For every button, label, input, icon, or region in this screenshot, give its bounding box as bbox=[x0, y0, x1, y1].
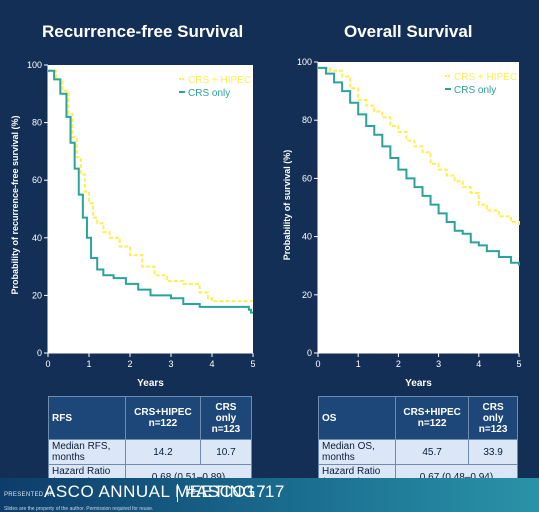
os-table-header-crs: CRS only n=123 bbox=[468, 396, 518, 440]
rfs-table-row-label: Median RFS, months bbox=[48, 439, 126, 465]
rfs-x-tick-label: 3 bbox=[168, 359, 173, 369]
footer-fineprint: Slides are the property of the author. P… bbox=[4, 506, 154, 512]
os-table-header-hipec: CRS+HIPEC n=122 bbox=[394, 396, 470, 440]
rfs-x-tick-label: 5 bbox=[250, 359, 255, 369]
os-y-tick-label: 60 bbox=[302, 173, 312, 183]
os-series-line-crs-hipec bbox=[318, 66, 520, 225]
os-y-tick-label: 0 bbox=[307, 348, 312, 358]
os-x-tick-label: 1 bbox=[356, 359, 361, 369]
rfs-x-tick-label: 2 bbox=[127, 359, 132, 369]
rfs-y-tick-label: 100 bbox=[27, 60, 42, 70]
rfs-table-header-hipec: CRS+HIPEC n=122 bbox=[125, 396, 201, 440]
rfs-legend-label: CRS only bbox=[188, 88, 230, 99]
footer-band bbox=[0, 478, 539, 512]
presented-at-label: PRESENTED AT: bbox=[4, 492, 55, 498]
os-y-tick-label: 100 bbox=[297, 57, 312, 67]
rfs-y-tick-label: 0 bbox=[37, 348, 42, 358]
rfs-table: RFS CRS+HIPEC n=122 CRS only n=123 Media… bbox=[48, 396, 253, 490]
rfs-x-tick-label: 4 bbox=[209, 359, 214, 369]
footer-separator bbox=[177, 484, 178, 502]
rfs-series-line-crs-hipec bbox=[48, 69, 253, 303]
os-x-axis-label: Years bbox=[405, 378, 432, 389]
rfs-x-tick-label: 0 bbox=[45, 359, 50, 369]
os-x-tick-label: 5 bbox=[516, 359, 521, 369]
os-table-cell: 45.7 bbox=[394, 439, 470, 465]
rfs-table-cell: 14.2 bbox=[125, 439, 201, 465]
rfs-table-header-crs: CRS only n=123 bbox=[199, 396, 253, 440]
meeting-name: ASCO ANNUAL MEETING '17 bbox=[44, 482, 285, 501]
os-legend-label: CRS + HIPEC bbox=[454, 72, 517, 83]
os-y-tick-label: 40 bbox=[302, 232, 312, 242]
os-table: OS CRS+HIPEC n=122 CRS only n=123 Median… bbox=[318, 396, 518, 490]
os-series-line-crs-only bbox=[318, 66, 520, 266]
rfs-y-axis-label: Probability of recurrence-free survival … bbox=[10, 115, 20, 294]
rfs-plot-area bbox=[48, 65, 253, 353]
rfs-series-line-crs-only bbox=[48, 69, 253, 314]
rfs-legend-label: CRS + HIPEC bbox=[188, 75, 251, 86]
rfs-y-tick-label: 60 bbox=[32, 175, 42, 185]
os-chart-title: Overall Survival bbox=[344, 22, 473, 41]
os-x-tick-label: 0 bbox=[315, 359, 320, 369]
rfs-x-tick-label: 1 bbox=[86, 359, 91, 369]
os-table-row-label: Median OS, months bbox=[318, 439, 396, 465]
os-legend-label: CRS only bbox=[454, 85, 496, 96]
rfs-table-cell: 10.7 bbox=[199, 439, 253, 465]
os-y-axis-label: Probability of survival (%) bbox=[282, 150, 292, 261]
rfs-chart-title: Recurrence-free Survival bbox=[42, 22, 244, 41]
os-x-tick-label: 4 bbox=[476, 359, 481, 369]
rfs-y-tick-label: 40 bbox=[32, 233, 42, 243]
rfs-x-axis-label: Years bbox=[137, 378, 164, 389]
os-table-cell: 33.9 bbox=[468, 439, 518, 465]
rfs-y-tick-label: 80 bbox=[32, 118, 42, 128]
os-y-tick-label: 20 bbox=[302, 290, 312, 300]
meeting-hashtag: #ASCO17 bbox=[186, 482, 267, 501]
os-table-header-label: OS bbox=[318, 396, 396, 440]
os-x-tick-label: 3 bbox=[436, 359, 441, 369]
os-plot-area bbox=[318, 62, 519, 353]
rfs-table-header-label: RFS bbox=[48, 396, 126, 440]
os-y-tick-label: 80 bbox=[302, 115, 312, 125]
os-x-tick-label: 2 bbox=[396, 359, 401, 369]
rfs-y-tick-label: 20 bbox=[32, 290, 42, 300]
